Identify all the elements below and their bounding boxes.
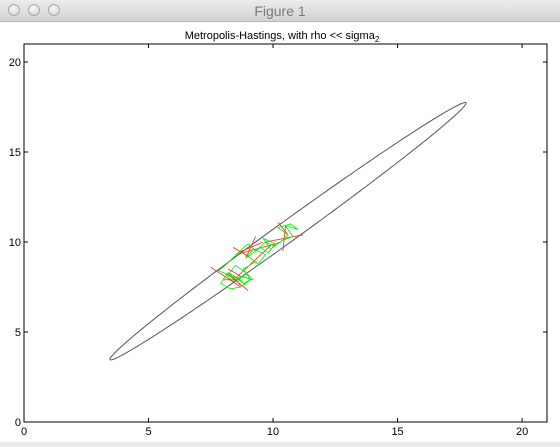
x-tick-label: 10 xyxy=(267,426,279,438)
target-ellipse xyxy=(109,101,467,361)
window-titlebar[interactable]: Figure 1 xyxy=(0,0,560,22)
rejected-proposal-line xyxy=(235,243,276,255)
rejected-proposal-line xyxy=(277,221,289,236)
mh-chart: Metropolis-Hastings, with rho << sigma2 … xyxy=(9,30,548,438)
x-tick-label: 5 xyxy=(145,426,151,438)
rejected-proposal-line xyxy=(235,245,271,279)
y-tick-label: 20 xyxy=(9,57,21,69)
rejected-proposal-line xyxy=(210,266,241,288)
series-layer xyxy=(217,223,299,290)
chain-path-line xyxy=(217,223,299,290)
y-tick-label: 10 xyxy=(9,237,21,249)
x-tick-label: 20 xyxy=(516,426,528,438)
y-tick-label: 15 xyxy=(9,147,21,159)
plot-area-frame xyxy=(23,43,548,423)
chart-title: Metropolis-Hastings, with rho << sigma2 xyxy=(185,30,380,44)
chart-title-main: Metropolis-Hastings, with rho << sigma xyxy=(185,30,376,42)
ticks-layer: 0 5 10 15 20 0 5 10 15 20 xyxy=(9,44,547,438)
minimize-window-button[interactable] xyxy=(28,4,40,16)
y-tick-label: 0 xyxy=(15,417,21,429)
figure-canvas: Metropolis-Hastings, with rho << sigma2 … xyxy=(0,22,560,442)
x-tick-label: 15 xyxy=(391,426,403,438)
rejected-proposal-line xyxy=(238,241,264,254)
window-title: Figure 1 xyxy=(254,3,306,19)
rejected-proposal-line xyxy=(227,274,249,291)
y-tick-label: 5 xyxy=(15,327,21,339)
ellipse-layer xyxy=(109,101,467,361)
x-tick-label: 0 xyxy=(21,426,27,438)
zoom-window-button[interactable] xyxy=(48,4,60,16)
chart-title-subscript: 2 xyxy=(375,35,380,44)
close-window-button[interactable] xyxy=(8,4,20,16)
